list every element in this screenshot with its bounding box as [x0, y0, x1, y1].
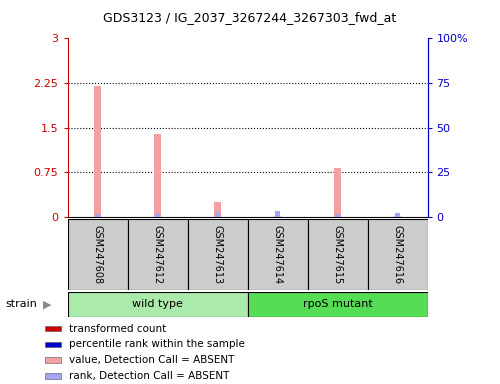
- Text: GSM247614: GSM247614: [272, 225, 282, 284]
- Bar: [68, 292, 248, 317]
- Bar: [95, 214, 100, 217]
- Bar: [335, 214, 340, 217]
- Bar: [395, 214, 400, 217]
- Bar: [154, 134, 161, 217]
- Bar: [334, 168, 341, 217]
- Text: GSM247612: GSM247612: [152, 225, 162, 284]
- Text: rpoS mutant: rpoS mutant: [302, 299, 372, 310]
- Bar: [44, 341, 60, 347]
- Text: wild type: wild type: [132, 299, 183, 310]
- Text: rank, Detection Call = ABSENT: rank, Detection Call = ABSENT: [69, 371, 230, 381]
- Text: GSM247616: GSM247616: [392, 225, 402, 284]
- Bar: [44, 358, 60, 363]
- Bar: [394, 216, 401, 217]
- Bar: [128, 219, 188, 290]
- Text: strain: strain: [5, 299, 37, 310]
- Bar: [44, 373, 60, 379]
- Bar: [155, 214, 160, 217]
- Bar: [368, 219, 428, 290]
- Bar: [94, 86, 101, 217]
- Text: GSM247615: GSM247615: [332, 225, 342, 284]
- Text: value, Detection Call = ABSENT: value, Detection Call = ABSENT: [69, 355, 234, 365]
- Bar: [275, 211, 280, 217]
- Text: transformed count: transformed count: [69, 324, 166, 334]
- Text: GSM247608: GSM247608: [92, 225, 102, 284]
- Bar: [248, 219, 308, 290]
- Bar: [68, 219, 128, 290]
- Text: GSM247613: GSM247613: [212, 225, 222, 284]
- Bar: [214, 202, 221, 217]
- Text: GDS3123 / IG_2037_3267244_3267303_fwd_at: GDS3123 / IG_2037_3267244_3267303_fwd_at: [104, 12, 397, 25]
- Bar: [215, 212, 220, 217]
- Text: percentile rank within the sample: percentile rank within the sample: [69, 339, 245, 349]
- Bar: [44, 326, 60, 331]
- Bar: [248, 292, 428, 317]
- Text: ▶: ▶: [44, 299, 52, 310]
- Bar: [274, 216, 281, 217]
- Bar: [188, 219, 248, 290]
- Bar: [308, 219, 368, 290]
